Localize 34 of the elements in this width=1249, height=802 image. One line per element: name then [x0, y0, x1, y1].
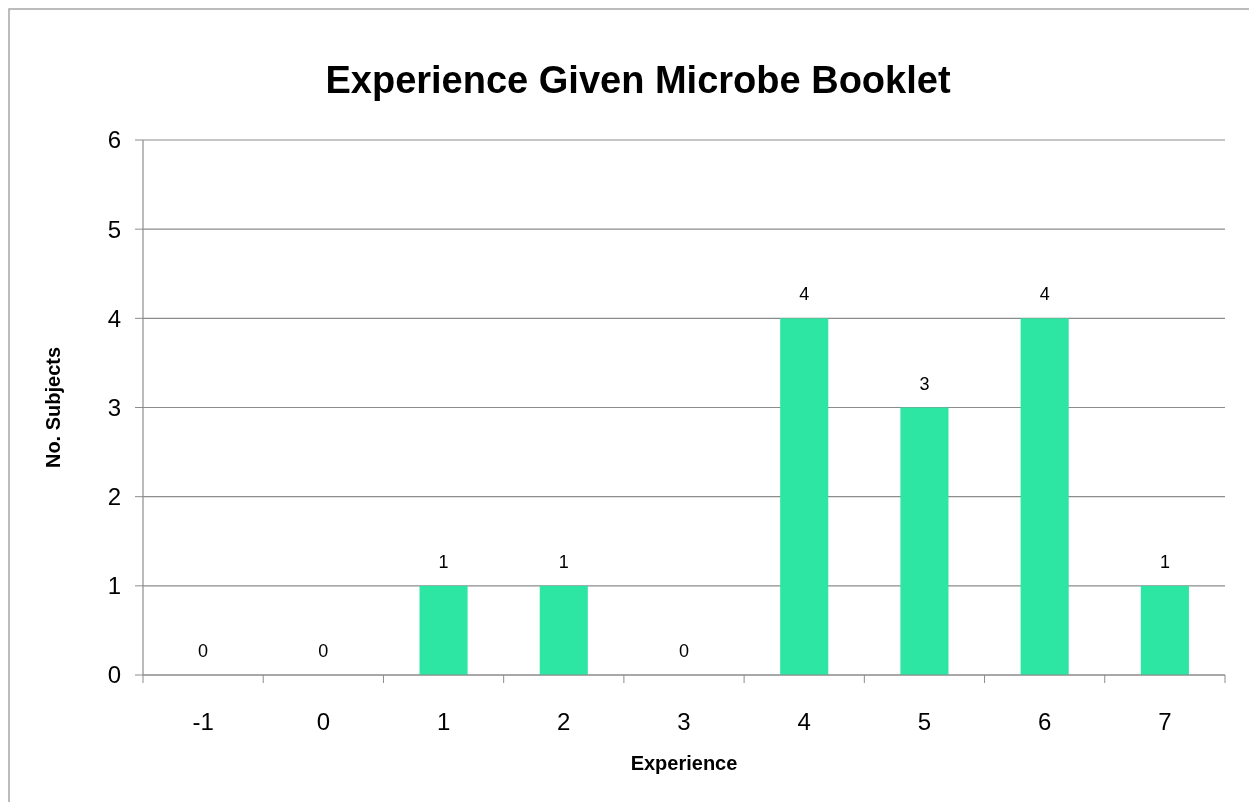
bar	[1140, 585, 1189, 675]
x-tick-label: 1	[436, 708, 451, 735]
data-label: 1	[558, 551, 569, 572]
y-axis-title: No. Subjects	[42, 346, 64, 469]
data-label: 1	[1159, 551, 1170, 572]
x-tick-label: 3	[677, 708, 691, 735]
chart-title: Experience Given Microbe Booklet	[325, 59, 951, 101]
data-label: 0	[678, 641, 690, 661]
y-tick-label: 5	[107, 215, 121, 243]
y-tick-label: 0	[107, 661, 121, 689]
y-tick-label: 3	[107, 393, 121, 421]
data-label: 1	[438, 551, 449, 572]
y-tick-label: 2	[107, 483, 121, 511]
y-tick-label: 1	[107, 572, 121, 600]
x-tick-label: 5	[917, 708, 932, 735]
y-tick-label: 6	[107, 126, 121, 154]
x-tick-label: 0	[316, 708, 331, 735]
bar	[1020, 318, 1069, 675]
x-axis-title: Experience	[630, 752, 738, 774]
x-tick-label: 4	[797, 708, 811, 735]
bar	[780, 318, 829, 675]
data-label: 0	[318, 641, 329, 661]
x-tick-label: 7	[1158, 708, 1172, 735]
x-tick-label: 2	[557, 708, 571, 735]
y-tick-label: 4	[107, 304, 121, 332]
bar	[900, 407, 949, 675]
x-tick-label: -1	[192, 708, 214, 735]
data-label: 0	[198, 641, 209, 661]
bar	[539, 585, 588, 675]
data-label: 4	[1039, 284, 1050, 305]
data-label: 3	[919, 373, 930, 394]
x-tick-label: 6	[1037, 708, 1052, 735]
data-label: 4	[799, 284, 810, 305]
bar	[419, 585, 468, 675]
